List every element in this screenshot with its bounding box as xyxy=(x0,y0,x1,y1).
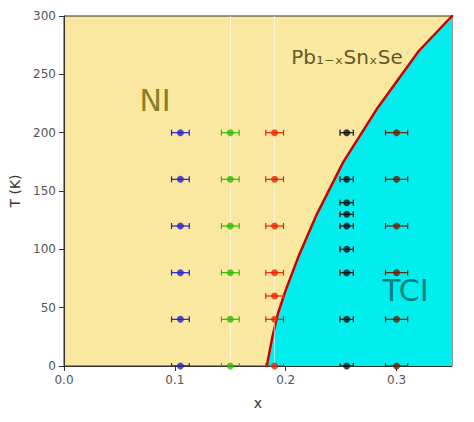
svg-text:TCI: TCI xyxy=(381,273,428,308)
svg-text:200: 200 xyxy=(33,126,56,140)
svg-text:300: 300 xyxy=(33,9,56,23)
svg-text:100: 100 xyxy=(33,242,56,256)
svg-text:NI: NI xyxy=(139,83,170,118)
svg-text:150: 150 xyxy=(33,184,56,198)
svg-text:0: 0 xyxy=(48,359,56,373)
svg-text:0.0: 0.0 xyxy=(54,373,73,387)
svg-text:250: 250 xyxy=(33,67,56,81)
svg-text:T (K): T (K) xyxy=(7,174,23,208)
svg-text:0.2: 0.2 xyxy=(276,373,295,387)
svg-text:0.3: 0.3 xyxy=(387,373,406,387)
svg-text:0.1: 0.1 xyxy=(165,373,184,387)
svg-text:Pb₁₋ₓSnₓSe: Pb₁₋ₓSnₓSe xyxy=(291,45,402,69)
svg-text:x: x xyxy=(254,395,262,411)
svg-text:50: 50 xyxy=(41,301,56,315)
